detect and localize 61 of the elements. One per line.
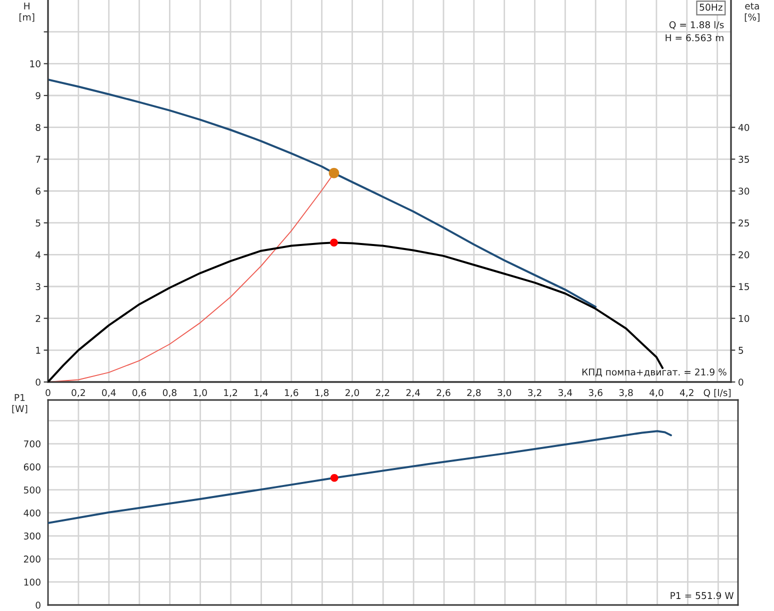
y-axis-title: H [m] [19,2,34,22]
y-tick-label: 5 [36,220,40,226]
annotation: КПД помпа+двигат. = 21.9 % [582,368,726,377]
y-tick-label: 500 [24,486,40,494]
y2-tick-label: 25 [738,219,749,226]
y-tick-label: 3 [36,283,40,290]
x-tick-label: 0 [46,389,50,396]
y-tick-label: 600 [24,463,40,470]
annotation: 50Hz [700,4,722,11]
line-series [48,430,672,524]
y-tick-label: 10 [30,60,40,68]
x-tick-label: 1,8 [315,389,329,398]
y2-tick-label: 10 [738,314,750,322]
x-tick-label: 2,8 [467,389,481,398]
x-tick-label: 3,4 [558,389,572,398]
y2-tick-label: 40 [738,124,750,131]
x-tick-label: 0,4 [102,389,116,398]
y-axis-title: P1 [W] [12,394,28,414]
y-tick-label: 400 [24,509,40,517]
y-tick-label: 6 [36,188,40,195]
y-tick-label: 4 [36,251,41,258]
y-tick-label: 1 [36,346,40,354]
x-tick-label: Q [l/s] [704,388,731,398]
y2-tick-label: 35 [738,156,749,163]
x-tick-label: 0,6 [132,389,146,398]
y-tick-label: 100 [24,578,40,586]
x-tick-label: 3,0 [498,389,512,398]
y-tick-label: 2 [36,314,40,322]
x-tick-label: 3,2 [528,389,542,398]
y-tick-label: 0 [36,602,40,609]
x-tick-label: 2,0 [346,389,360,398]
y-tick-label: 9 [36,92,40,100]
y2-tick-label: 5 [738,346,744,354]
line-series [48,78,597,308]
y2-tick-label: 15 [738,283,749,290]
annotation: Q = 1.88 l/s [669,21,724,30]
annotation: P1 = 551.9 W [670,592,734,600]
y-tick-label: 7 [36,156,40,163]
x-tick-label: 1,0 [194,389,207,398]
y-tick-label: 300 [24,532,40,540]
y2-tick-label: 0 [738,378,744,386]
y2-tick-label: 30 [738,188,750,195]
x-tick-label: 1,2 [224,389,238,398]
y2-axis-title: eta [%] [744,2,760,22]
annotation: H = 6.563 m [666,34,724,42]
y-tick-label: 700 [24,440,40,448]
x-tick-label: 0,8 [162,389,176,398]
x-tick-label: 3,6 [588,389,602,398]
x-tick-label: 4,2 [680,389,694,398]
y-tick-label: 0 [36,378,40,386]
x-tick-label: 1,4 [254,389,268,398]
x-tick-label: 2,6 [436,389,450,398]
x-tick-label: 2,4 [406,389,420,398]
y-tick-label: 200 [24,556,40,563]
x-tick-label: 2,2 [376,389,390,398]
x-tick-label: 3,8 [619,389,633,398]
x-tick-label: 1,6 [285,389,298,398]
x-tick-label: 4,0 [650,389,664,398]
y2-tick-label: 20 [738,251,750,258]
x-tick-label: 0,2 [72,389,85,398]
y-tick-label: 8 [36,124,40,131]
